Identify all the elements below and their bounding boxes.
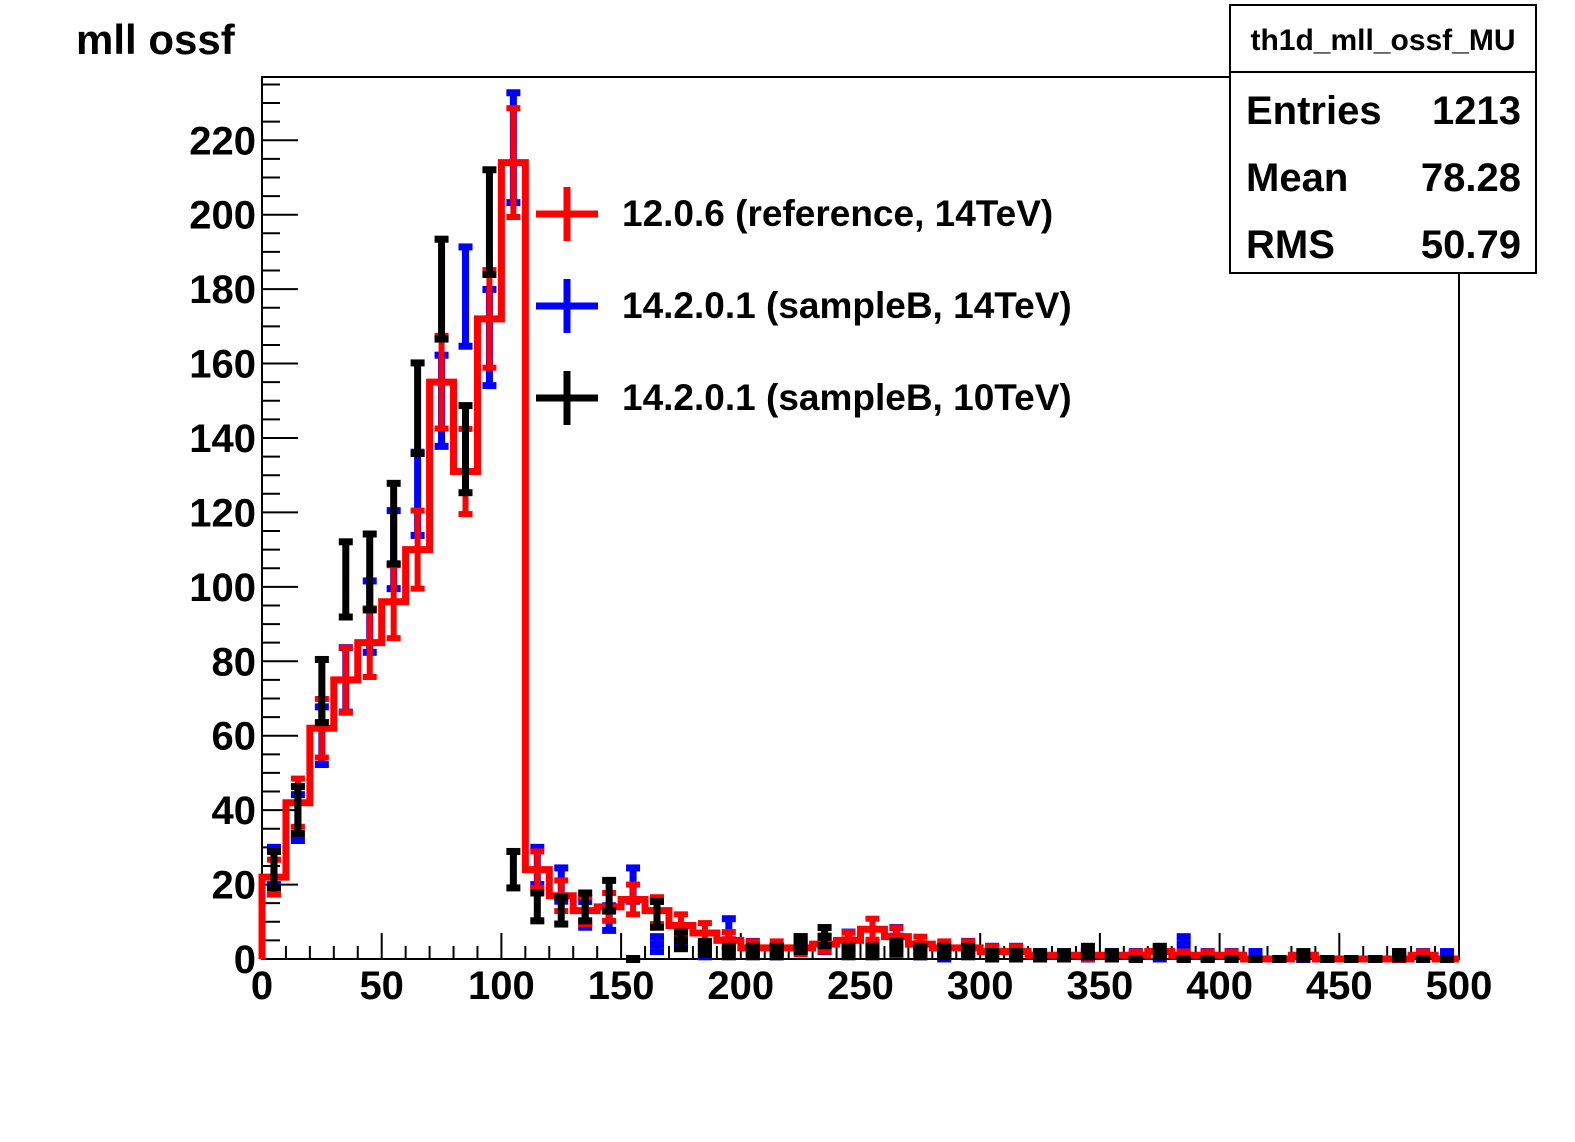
series-sampleB-10tev-point (1033, 951, 1048, 960)
stats-box-frame (1229, 4, 1537, 274)
stats-box-name: th1d_mll_ossf_MU (1250, 24, 1515, 57)
legend-label-sampleB-10tev: 14.2.0.1 (sampleB, 10TeV) (622, 377, 1072, 418)
x-tick-label: 150 (588, 964, 655, 1008)
y-tick-label: 80 (212, 640, 257, 684)
series-sampleB-10tev-point (793, 940, 808, 949)
x-tick-label: 100 (468, 964, 535, 1008)
legend-label-sampleB-14tev: 14.2.0.1 (sampleB, 14TeV) (622, 285, 1072, 326)
series-sampleB-10tev-point (721, 947, 736, 956)
series-sampleB-10tev-point (1320, 955, 1335, 963)
legend-entry-sampleB-14tev: 14.2.0.1 (sampleB, 14TeV) (536, 279, 1072, 333)
series-sampleB-10tev-point (1440, 955, 1455, 963)
x-tick-label: 400 (1186, 964, 1253, 1008)
y-tick-label: 120 (189, 491, 256, 535)
stats-rms-value: 50.79 (1421, 223, 1521, 267)
stats-rms-label: RMS (1246, 223, 1335, 267)
series-sampleB-10tev-point (1296, 951, 1311, 960)
series-sampleB-10tev-point (1368, 955, 1383, 963)
y-tick-label: 220 (189, 119, 256, 163)
legend-label-reference: 12.0.6 (reference, 14TeV) (622, 193, 1053, 234)
y-tick-label: 100 (189, 566, 256, 610)
series-sampleB-10tev-point (865, 947, 880, 956)
series-sampleB-14tev-point (1176, 940, 1191, 949)
x-tick-label: 0 (251, 964, 273, 1008)
series-sampleB-10tev-point (1176, 955, 1191, 963)
legend: 12.0.6 (reference, 14TeV) 14.2.0.1 (samp… (536, 187, 1072, 425)
series-sampleB-10tev-point (1272, 955, 1287, 963)
x-tick-label: 350 (1067, 964, 1134, 1008)
stats-entries-value: 1213 (1432, 89, 1521, 133)
stats-mean-label: Mean (1246, 156, 1348, 200)
series-sampleB-10tev-point (745, 947, 760, 956)
y-tick-label: 160 (189, 343, 256, 387)
series-sampleB-10tev-point (817, 932, 832, 941)
series-sampleB-10tev-point (1104, 951, 1119, 960)
series-sampleB-10tev-point (1200, 955, 1215, 963)
y-tick-label: 60 (212, 715, 257, 759)
y-tick-label: 140 (189, 417, 256, 461)
series-sampleB-10tev-point (1128, 955, 1143, 963)
series-sampleB-10tev-point (1056, 951, 1071, 960)
x-tick-label: 450 (1306, 964, 1373, 1008)
series-sampleB-10tev-point (1224, 955, 1239, 963)
x-tick-label: 50 (359, 964, 404, 1008)
chart-title: mll ossf (76, 16, 236, 63)
legend-entry-sampleB-10tev: 14.2.0.1 (sampleB, 10TeV) (536, 371, 1072, 425)
legend-entry-reference: 12.0.6 (reference, 14TeV) (536, 187, 1053, 241)
x-tick-label: 200 (707, 964, 774, 1008)
series-sampleB-10tev-point (626, 955, 641, 963)
stats-mean-value: 78.28 (1421, 156, 1521, 200)
x-tick-label: 300 (947, 964, 1014, 1008)
series-reference-point (889, 932, 904, 941)
series-sampleB-10tev-point (913, 947, 928, 956)
series-sampleB-10tev-point (673, 936, 688, 945)
y-tick-label: 40 (212, 789, 257, 833)
y-tick-label: 180 (189, 268, 256, 312)
x-tick-label: 250 (827, 964, 894, 1008)
series-sampleB-10tev-point (889, 943, 904, 952)
series-sampleB-10tev-point (697, 943, 712, 952)
series-sampleB-10tev-point (841, 947, 856, 956)
series-sampleB-14tev-point (650, 940, 665, 949)
series-reference-point (721, 936, 736, 945)
stats-box: th1d_mll_ossf_MU Entries 1213 Mean 78.28… (1229, 4, 1537, 274)
series-sampleB-10tev-point (937, 947, 952, 956)
series-sampleB-10tev-point (1080, 947, 1095, 956)
y-tick-label: 20 (212, 864, 257, 908)
series-sampleB-10tev-point (1392, 951, 1407, 960)
series-sampleB-10tev-group (266, 166, 1455, 963)
series-reference-point (841, 936, 856, 945)
series-sampleB-10tev-point (961, 947, 976, 956)
series-sampleB-10tev-point (985, 951, 1000, 960)
axis-ticks: 0 50 100 150 200 250 300 350 400 450 500 0 20 40 60 80 1… (189, 83, 1493, 1008)
series-sampleB-10tev-point (1009, 951, 1024, 960)
data-series (258, 89, 1459, 963)
series-sampleB-10tev-point (1416, 955, 1431, 963)
series-sampleB-10tev-point (1152, 947, 1167, 956)
stats-entries-label: Entries (1246, 89, 1382, 133)
series-sampleB-10tev-point (769, 947, 784, 956)
y-tick-label: 0 (234, 938, 256, 982)
y-tick-label: 200 (189, 194, 256, 238)
x-tick-label: 500 (1426, 964, 1493, 1008)
series-sampleB-10tev-point (1344, 955, 1359, 963)
series-sampleB-10tev-point (1248, 955, 1263, 963)
